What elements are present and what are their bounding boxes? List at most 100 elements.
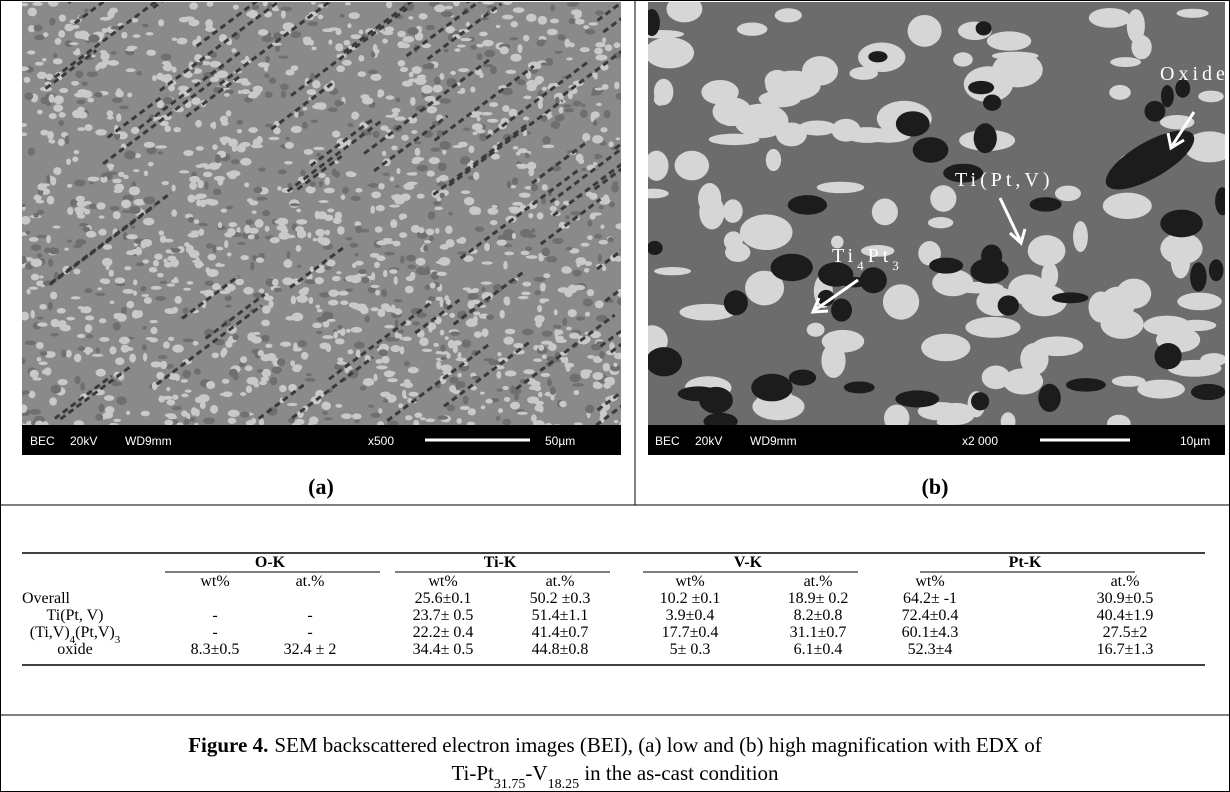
texture [521,251,530,255]
texture [517,44,522,53]
texture [236,120,243,125]
texture [343,40,350,46]
cell: 44.8±0.8 [532,641,589,658]
texture [32,2,43,6]
texture [265,92,273,98]
texture [255,235,259,240]
texture [599,205,604,209]
text-part: (Pt,V) [75,624,115,641]
texture [402,81,413,87]
texture [534,290,540,295]
texture [483,64,493,68]
texture [226,206,233,210]
texture [551,121,560,129]
texture [268,137,279,141]
texture [316,153,321,157]
texture [101,278,110,284]
texture [71,81,79,86]
texture [426,106,437,113]
texture [538,392,543,398]
texture [550,4,555,11]
texture [320,238,330,246]
texture [468,318,474,326]
texture [126,234,138,239]
texture [518,296,529,299]
texture [58,379,68,385]
texture [591,212,602,215]
texture [393,241,401,247]
texture [405,415,412,420]
texture [166,249,172,253]
texture [86,231,97,238]
texture [471,299,480,304]
texture [577,262,581,267]
texture [76,196,85,202]
texture [872,199,898,226]
texture [476,53,482,60]
texture [47,196,55,205]
texture [210,405,218,414]
texture [254,187,263,194]
texture [358,269,367,274]
texture [647,241,663,255]
texture [49,17,55,25]
subheader: wt% [200,573,229,590]
info-text: WD9mm [750,434,797,448]
texture [1198,91,1224,103]
text-part: 3 [115,634,121,646]
texture [163,341,170,348]
texture [542,87,547,91]
texture [503,337,514,345]
texture [580,370,590,379]
texture [789,369,816,385]
info-text: 10µm [1180,434,1210,448]
texture [775,8,802,22]
texture [162,61,171,65]
texture [265,226,270,232]
texture [576,154,584,162]
texture [87,71,98,77]
texture [306,373,312,376]
texture [345,275,356,282]
texture [1160,210,1203,238]
texture [340,300,348,305]
texture [105,406,114,414]
cell: 34.4± 0.5 [413,641,474,658]
texture [400,67,408,72]
texture [98,229,106,236]
texture [291,296,296,305]
texture [807,323,825,337]
texture [322,28,333,32]
texture [256,257,264,263]
texture [468,293,479,300]
texture [399,216,404,220]
texture [509,37,518,40]
texture [591,344,602,350]
texture [182,370,191,378]
texture [987,31,1031,50]
texture [167,283,175,286]
texture [422,349,433,352]
texture [327,319,336,322]
texture [982,365,1010,389]
texture [25,341,36,346]
texture [104,395,114,401]
texture [24,92,33,100]
texture [370,413,380,418]
texture [46,74,53,81]
texture [482,1,494,4]
texture [429,236,434,242]
texture [603,194,609,202]
texture [191,79,201,83]
texture [490,220,497,225]
texture [355,188,362,193]
texture [58,120,64,126]
texture [293,347,302,351]
texture [526,80,538,88]
texture [593,120,598,126]
texture [468,146,474,154]
texture [445,336,449,340]
texture [348,12,359,19]
texture [542,144,554,148]
texture [31,274,40,281]
